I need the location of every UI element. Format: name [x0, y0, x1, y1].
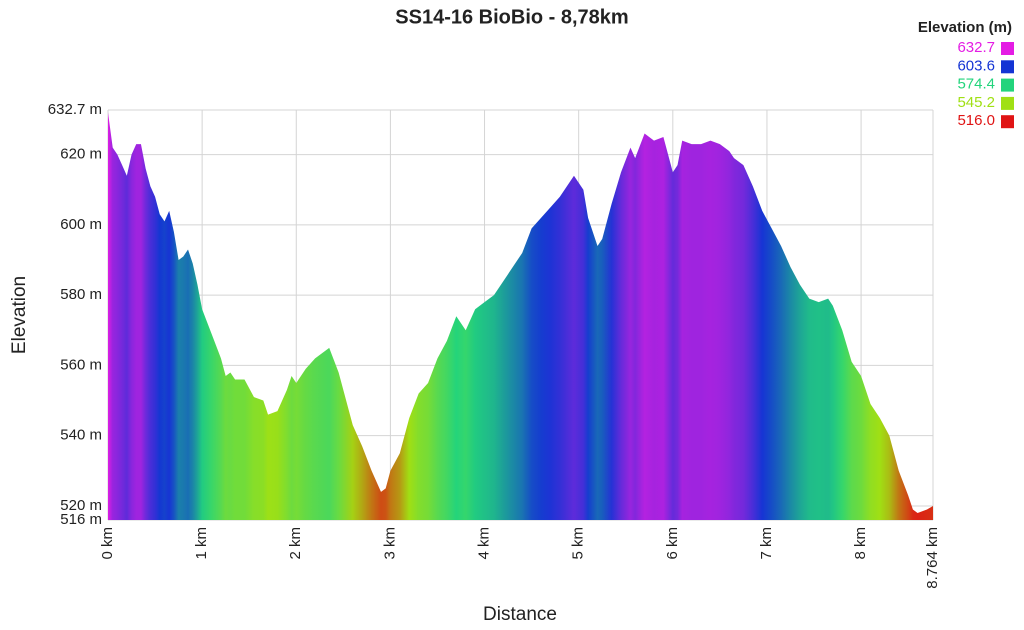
legend-swatch — [1001, 78, 1014, 92]
legend-label: 545.2 — [957, 94, 995, 111]
y-tick-label: 580 m — [60, 286, 102, 303]
y-tick-label: 560 m — [60, 356, 102, 373]
chart-title: SS14-16 BioBio - 8,78km — [395, 6, 628, 28]
legend-label: 603.6 — [957, 57, 995, 74]
legend-swatch — [1001, 115, 1014, 129]
elevation-area — [108, 112, 933, 521]
legend-swatch — [1001, 96, 1014, 110]
x-axis-label: Distance — [483, 604, 557, 625]
y-tick-label: 520 m — [60, 497, 102, 514]
y-tick-label: 600 m — [60, 216, 102, 233]
x-tick-label: 4 km — [476, 527, 493, 560]
x-tick-label: 0 km — [99, 527, 116, 560]
y-tick-label: 540 m — [60, 427, 102, 444]
y-tick-label: 620 m — [60, 146, 102, 163]
legend-title: Elevation (m) — [918, 19, 1012, 36]
x-tick-label: 5 km — [570, 527, 587, 560]
legend-label: 632.7 — [957, 39, 995, 56]
x-tick-label: 8.764 km — [924, 527, 941, 589]
y-tick-label: 516 m — [60, 511, 102, 528]
x-tick-label: 1 km — [193, 527, 210, 560]
legend-label: 574.4 — [957, 76, 995, 93]
x-tick-label: 6 km — [664, 527, 681, 560]
y-tick-label: 632.7 m — [48, 101, 102, 118]
legend-swatch — [1001, 42, 1014, 55]
legend-swatch — [1001, 60, 1014, 74]
x-tick-label: 7 km — [758, 527, 775, 560]
x-tick-label: 3 km — [381, 527, 398, 560]
y-axis-label: Elevation — [9, 276, 30, 354]
legend-label: 516.0 — [957, 112, 995, 129]
x-tick-label: 8 km — [852, 527, 869, 560]
x-tick-label: 2 km — [287, 527, 304, 560]
